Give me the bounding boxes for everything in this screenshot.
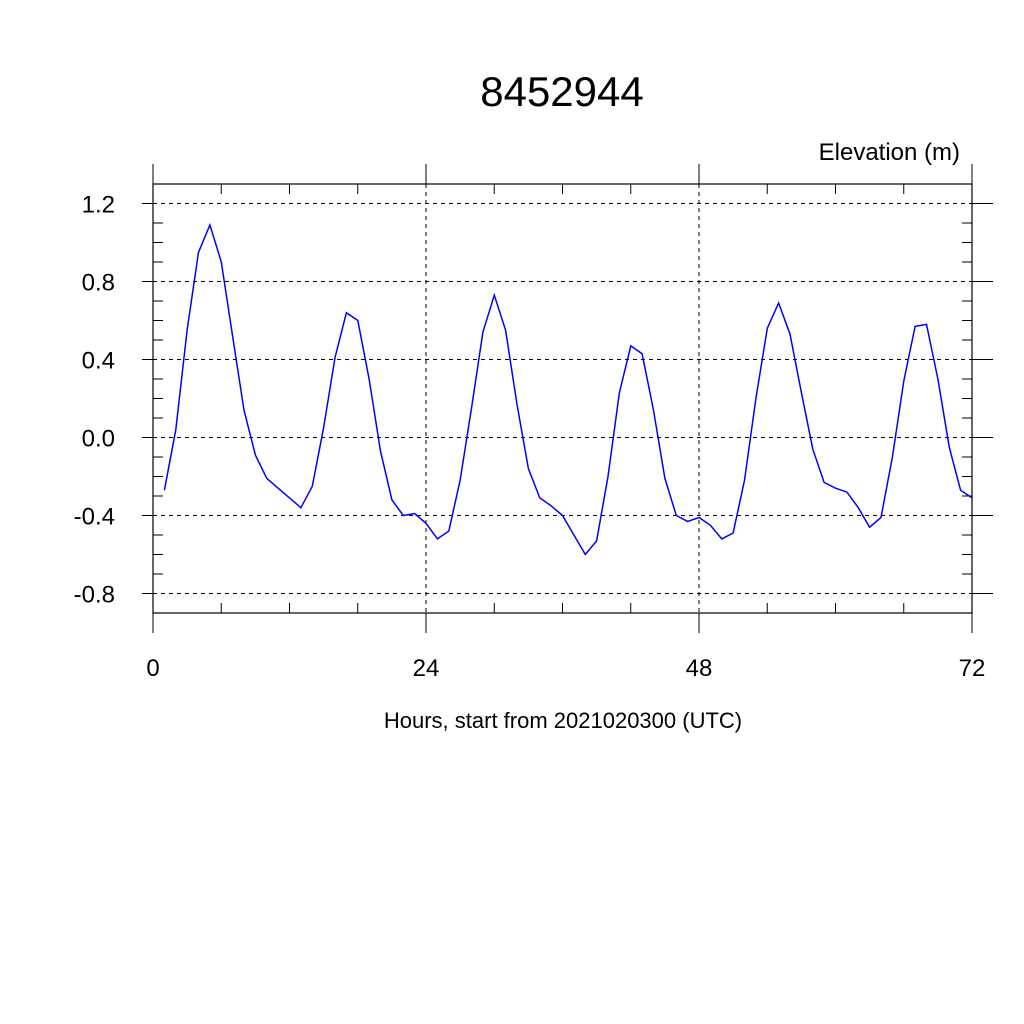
chart-title: 8452944 [480,68,644,115]
y-axis-label: Elevation (m) [818,139,960,166]
y-tick-label: 0.4 [82,348,115,375]
x-axis-label: Hours, start from 2021020300 (UTC) [383,708,743,733]
plot-frame [152,183,973,614]
y-tick-label: -0.4 [74,504,115,531]
x-tick-label: 72 [959,655,986,682]
y-tick-label: 0.0 [82,426,115,453]
y-tick-label: 1.2 [82,192,115,219]
elevation-line [163,222,973,556]
x-tick-label: 48 [686,655,713,682]
y-tick-label: -0.8 [74,582,115,609]
x-tick-label: 0 [146,655,159,682]
x-tick-label: 24 [413,655,440,682]
y-tick-label: 0.8 [82,270,115,297]
